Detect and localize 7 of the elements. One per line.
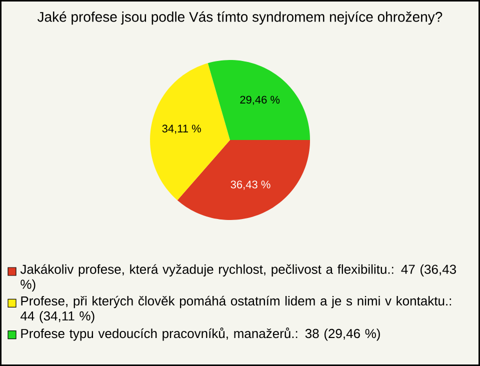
legend-label: Profese typu vedoucích pracovníků, manažerů.: 38 (29,46 %) <box>21 328 380 341</box>
data-label: 34,11 % <box>162 124 201 134</box>
legend-label: Jakákoliv profese, která vyžaduje rychlost, pečlivost a flexibilitu.: 47 (36,43 %) <box>20 264 456 292</box>
data-label: 36,43 % <box>230 180 270 190</box>
chart-title: Jaké profese jsou podle Vás tímto syndromem nejvíce ohroženy? <box>38 11 442 25</box>
legend-label: Profese, při kterých člověk pomáhá ostatním lidem a je s nimi v kontaktu.: 44 (34,11 %) <box>20 296 452 324</box>
data-label: 29,46 % <box>240 96 280 105</box>
